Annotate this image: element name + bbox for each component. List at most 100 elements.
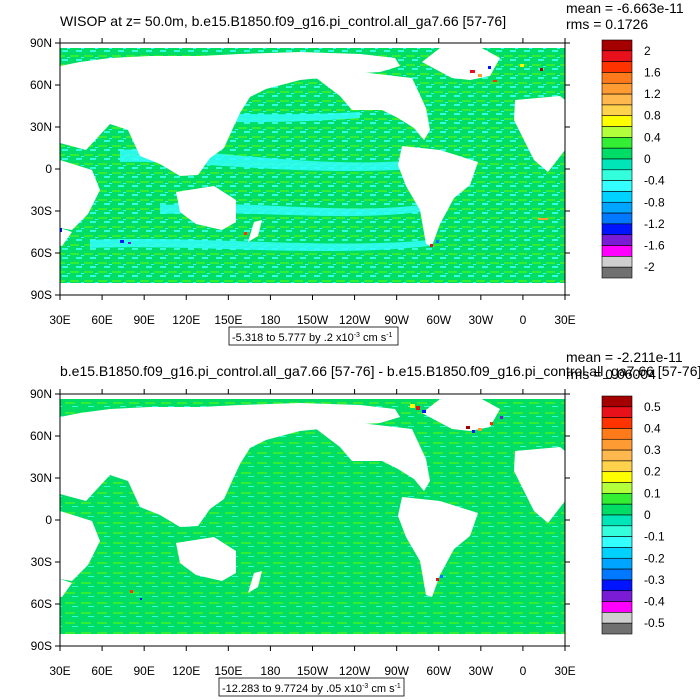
colorbar-label: 0.3 [644, 443, 661, 457]
y-tick-label: 60N [30, 429, 52, 443]
x-tick-label: 0 [520, 313, 527, 327]
colorbar-label: 0.4 [644, 130, 661, 144]
y-tick-label: 90S [31, 288, 52, 302]
x-tick-label: 150W [297, 313, 329, 327]
colorbar-label: 1.2 [644, 87, 661, 101]
y-tick-label: 30N [30, 471, 52, 485]
colorbar-swatch [601, 547, 633, 559]
panel-1-range-exp: -3 [354, 332, 360, 339]
panel-2: b.e15.B1850.f09_g16.pi_control.all_ga7.6… [30, 349, 700, 697]
x-tick-label: 120E [172, 664, 200, 678]
colorbar-label: -0.3 [644, 573, 665, 587]
colorbar-swatch [601, 223, 633, 236]
y-tick-label: 60N [30, 78, 52, 92]
panel-2-colorbar: 0.5 0.4 0.3 0.2 0.1 0 -0.1 -0.2 -0.3 -0.4 -0.5 [601, 395, 665, 635]
colorbar-swatch [601, 256, 633, 268]
colorbar-swatch [601, 601, 633, 613]
colorbar-swatch [601, 514, 633, 527]
panel-1-range-box: -5.318 to 5.777 by .2 x10-3 cm s-1 [228, 326, 399, 346]
colorbar-swatch [601, 201, 633, 214]
colorbar-swatch [601, 169, 633, 181]
colorbar-swatch [601, 568, 633, 581]
colorbar-swatch [601, 471, 633, 483]
colorbar-swatch [601, 147, 633, 160]
panel-1-features [60, 64, 548, 247]
panel-1-mean: mean = -6.663e-11 [566, 0, 684, 16]
panel-1-land [60, 43, 565, 295]
colorbar-label: 0.1 [644, 486, 661, 500]
colorbar-swatch [601, 590, 633, 602]
panel-2-features [130, 404, 503, 600]
colorbar-swatch [601, 557, 633, 570]
x-tick-label: 30E [49, 313, 70, 327]
x-tick-label: 180 [260, 664, 280, 678]
colorbar-swatch [601, 536, 633, 548]
colorbar-swatch [601, 137, 633, 149]
x-tick-label: 30W [468, 313, 493, 327]
x-tick-label: 120W [339, 313, 371, 327]
x-tick-label: 30W [468, 664, 493, 678]
panel-1-colorbar: 2 1.6 1.2 0.8 0.4 0 -0.4 -0.8 -1.2 -1.6 -2 [601, 39, 665, 279]
x-tick-label: 60W [426, 664, 451, 678]
colorbar-swatch [601, 482, 633, 494]
x-tick-label: 90W [384, 664, 409, 678]
colorbar-swatch [601, 39, 633, 52]
colorbar-swatch [601, 82, 633, 95]
svg-text:-5.318 to 5.777 by .2 x10-3 cm: -5.318 to 5.777 by .2 x10-3 cm s-1 [232, 332, 393, 344]
colorbar-swatch [601, 449, 633, 462]
colorbar-label: -0.4 [644, 174, 665, 188]
colorbar-label: 0.4 [644, 421, 661, 435]
panel-1-range-unit: cm s [360, 332, 387, 344]
panel-2-title: b.e15.B1850.f09_g16.pi_control.all_ga7.6… [60, 363, 700, 379]
x-tick-label: 30E [554, 313, 575, 327]
y-tick-label: 30N [30, 120, 52, 134]
colorbar-swatch [601, 212, 633, 225]
colorbar-label: 1.6 [644, 65, 661, 79]
panel-1-x-axis: 30E 60E 90E 120E 150E 180 150W 120W 90W 60W 30W 0 30… [49, 38, 576, 327]
colorbar-label: -0.5 [644, 616, 665, 630]
colorbar-label: -1.2 [644, 217, 665, 231]
colorbar-label: -0.1 [644, 530, 665, 544]
colorbar-label: -0.2 [644, 551, 665, 565]
y-tick-label: 90N [30, 387, 52, 401]
panel-1-rms: rms = 0.1726 [566, 16, 648, 32]
x-tick-label: 30E [49, 664, 70, 678]
panel-2-range-text: -12.283 to 9.7724 by .05 x10 [222, 683, 362, 695]
colorbar-swatch [601, 126, 633, 138]
colorbar-swatch [601, 579, 633, 592]
colorbar-label: 0 [644, 152, 651, 166]
panel-2-x-axis: 30E 60E 90E 120E 150E 180 150W 120W 90W 60W 30W 0 30… [49, 389, 576, 678]
y-tick-label: 30S [31, 204, 52, 218]
colorbar-swatch [601, 191, 633, 203]
y-tick-label: 30S [31, 555, 52, 569]
x-tick-label: 90E [133, 313, 154, 327]
y-tick-label: 60S [31, 597, 52, 611]
colorbar-swatch [601, 115, 633, 127]
colorbar-swatch [601, 61, 633, 73]
x-tick-label: 150W [297, 664, 329, 678]
y-tick-label: 0 [45, 162, 52, 176]
panel-2-range-unit: cm s [368, 683, 395, 695]
panel-2-range-box: -12.283 to 9.7724 by .05 x10-3 cm s-1 [218, 677, 405, 697]
y-tick-label: 0 [45, 513, 52, 527]
colorbar-label: 0.8 [644, 109, 661, 123]
panel-2-mean: mean = -2.211e-11 [566, 349, 683, 365]
x-tick-label: 90E [133, 664, 154, 678]
colorbar-swatch [601, 493, 633, 505]
panel-2-y-axis: 90N 60N 30N 0 30S 60S 90S [30, 387, 570, 653]
colorbar-swatch [601, 72, 633, 84]
x-tick-label: 150E [214, 664, 242, 678]
panel-1-range-text: -5.318 to 5.777 by .2 x10 [232, 332, 354, 344]
colorbar-swatch [601, 417, 633, 429]
colorbar-swatch [601, 158, 633, 171]
colorbar-label: 2 [644, 44, 651, 58]
colorbar-swatch [601, 104, 633, 117]
x-tick-label: 30E [554, 664, 575, 678]
colorbar-swatch [601, 622, 633, 635]
colorbar-swatch [601, 93, 633, 106]
colorbar-swatch [601, 406, 633, 418]
x-tick-label: 0 [520, 664, 527, 678]
x-tick-label: 150E [214, 313, 242, 327]
colorbar-label: -0.4 [644, 595, 665, 609]
